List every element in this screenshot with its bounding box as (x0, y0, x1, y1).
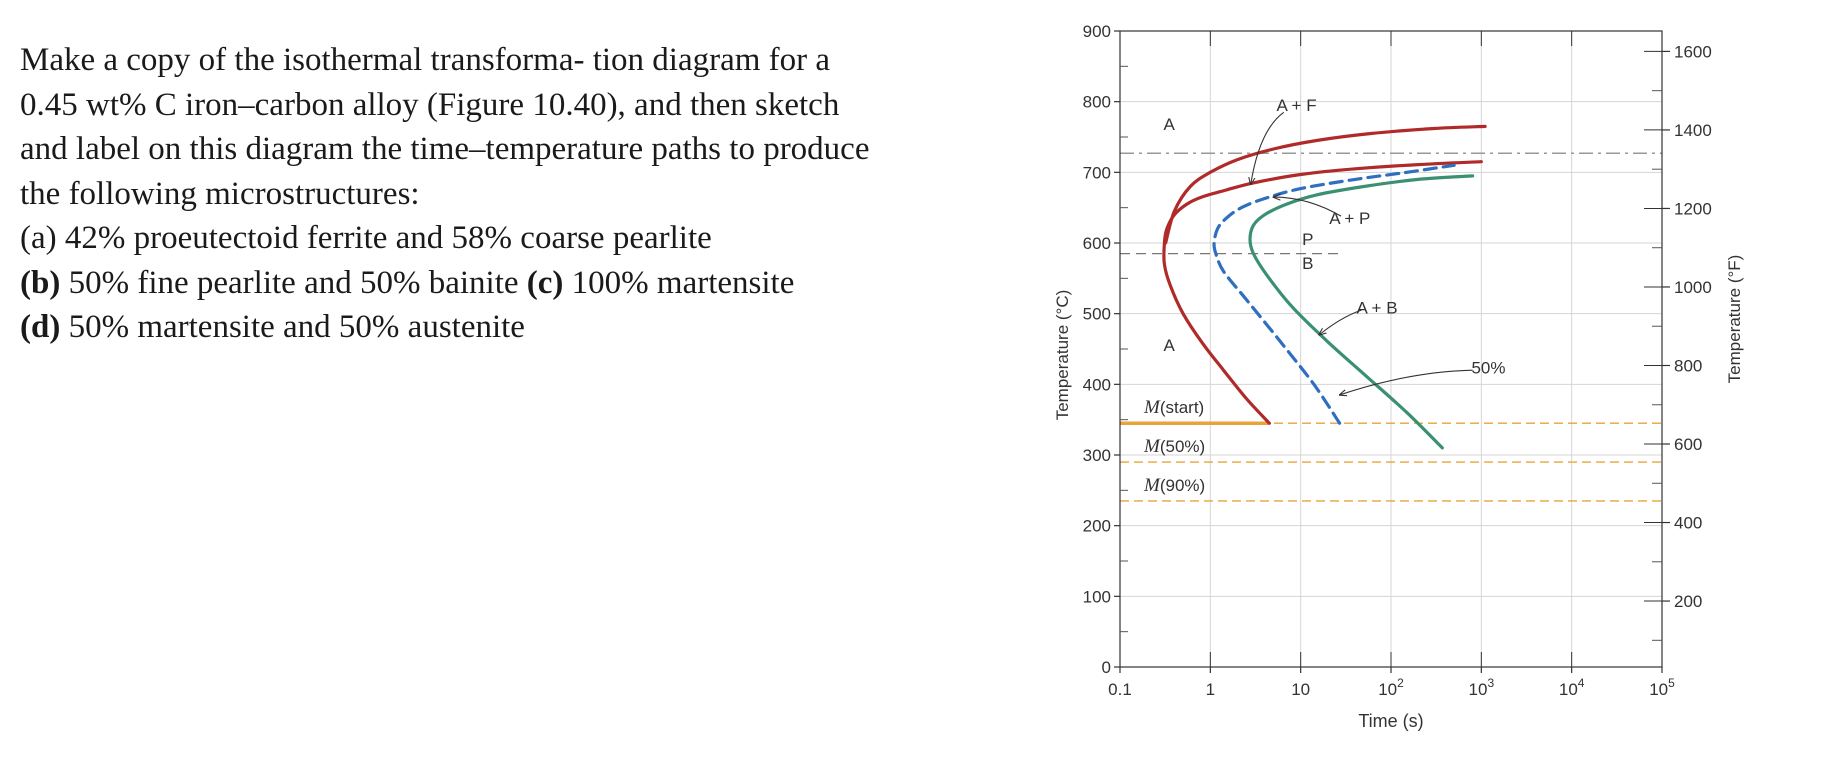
part-d-label: (d) (20, 309, 61, 345)
yf-tick-label: 1200 (1674, 199, 1712, 218)
x-tick-label: 104 (1559, 676, 1585, 699)
y-axis-label-right: Temperature (°F) (1725, 255, 1744, 384)
martensite-label-2: M(90%) (1143, 475, 1205, 496)
yf-tick-label: 800 (1674, 356, 1702, 375)
grid (1119, 30, 1663, 668)
yf-tick-label: 1400 (1674, 121, 1712, 140)
x-tick-label: 1 (1206, 680, 1215, 699)
annotation-6: A (1163, 336, 1175, 355)
annotation-4: B (1302, 254, 1313, 273)
annotation-3: P (1302, 230, 1313, 249)
martensite-label-0: M(start) (1143, 397, 1204, 418)
labels: M(start) M(50%) M(90%) A A + F A + P PB A + B A 5… (1143, 96, 1506, 496)
axes: 0 100 200 300 400 500 600 700 800 900 0.1 1 10 102 103… (1083, 22, 1712, 699)
yf-tick-label: 400 (1674, 514, 1702, 533)
annotation-5: A + B (1356, 299, 1397, 318)
martensite-label-1: M(50%) (1143, 436, 1205, 457)
part-d-text: 50% martensite and 50% austenite (68, 309, 525, 345)
part-c-text: 100% martensite (571, 264, 795, 301)
annotation-0: A (1163, 115, 1175, 134)
x-tick-label: 102 (1378, 676, 1404, 699)
x-tick-label: 0.1 (1108, 680, 1132, 699)
problem-line-4: the following microstructures: (20, 175, 420, 212)
yf-tick-label: 1600 (1674, 42, 1712, 61)
part-a-label: (a) (20, 220, 57, 256)
y-tick-label: 0 (1102, 658, 1111, 677)
problem-statement: Make a copy of the isothermal transforma… (20, 38, 1020, 350)
annotation-7: 50% (1471, 359, 1505, 378)
part-c-label: (c) (526, 264, 564, 301)
y-tick-label: 900 (1083, 22, 1111, 41)
part-b-text: 50% fine pearlite and 50% bainite (68, 264, 519, 301)
problem-line-3: and label on this diagram the time–tempe… (20, 131, 870, 167)
y-tick-label: 700 (1083, 163, 1111, 182)
y-tick-label: 200 (1083, 517, 1111, 536)
y-tick-label: 800 (1083, 93, 1111, 112)
part-a-text: 42% proeutectoid ferrite and 58% coarse … (64, 220, 712, 256)
part-d: (d) 50% martensite and 50% austenite (20, 305, 1020, 350)
y-axis-label-left: Temperature (°C) (1053, 290, 1072, 421)
x-axis-label: Time (s) (1358, 711, 1423, 731)
curve-ferrite_start (1164, 124, 1487, 245)
part-a: (a) 42% proeutectoid ferrite and 58% coa… (20, 216, 1020, 261)
yf-tick-label: 200 (1674, 592, 1702, 611)
y-tick-label: 500 (1083, 305, 1111, 324)
problem-line-2: 0.45 wt% C iron–carbon alloy (Figure 10.… (20, 86, 840, 123)
curve-pearlite_bainite_start (1162, 160, 1483, 425)
y-tick-label: 400 (1083, 375, 1111, 394)
leader-a-f (1251, 111, 1285, 184)
reference-lines (1120, 152, 1662, 502)
leader-a-p (1273, 197, 1342, 217)
ttt-diagram: M(start) M(50%) M(90%) A A + F A + P PB A + B A 5… (1053, 22, 1744, 731)
leader-a-b (1319, 309, 1362, 335)
x-tick-label: 10 (1291, 680, 1310, 699)
leader-50 (1340, 369, 1473, 395)
x-tick-label: 105 (1649, 676, 1675, 699)
curve-fifty_percent (1212, 163, 1456, 425)
part-b-label: (b) (20, 264, 61, 301)
y-tick-label: 100 (1083, 587, 1111, 606)
curves (1162, 124, 1487, 450)
yf-tick-label: 1000 (1674, 278, 1712, 297)
x-tick-label: 103 (1469, 676, 1495, 699)
part-b-c: (b) 50% fine pearlite and 50% bainite (c… (20, 261, 1020, 306)
yf-tick-label: 600 (1674, 435, 1702, 454)
annotation-1: A + F (1276, 96, 1316, 115)
problem-line-1: Make a copy of the isothermal transforma… (20, 42, 831, 78)
y-tick-label: 600 (1083, 234, 1111, 253)
curve-finish (1248, 174, 1475, 450)
annotation-2: A + P (1329, 209, 1370, 228)
y-tick-label: 300 (1083, 446, 1111, 465)
